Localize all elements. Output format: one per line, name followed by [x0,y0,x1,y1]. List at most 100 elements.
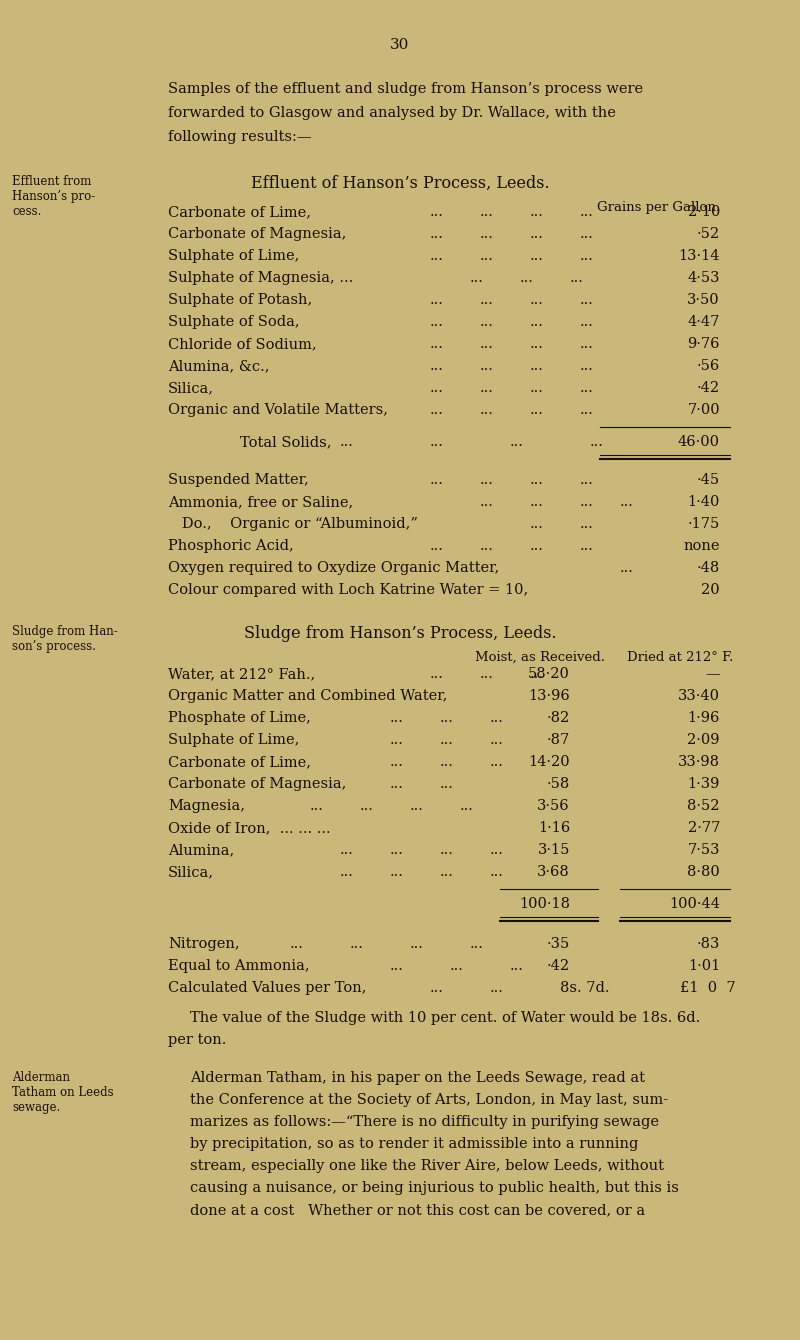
Text: ...: ... [580,381,594,395]
Text: ...: ... [440,777,454,791]
Text: ...: ... [580,403,594,417]
Text: ...: ... [440,866,454,879]
Text: ...: ... [340,436,354,449]
Text: ...: ... [430,403,444,417]
Text: 8·80: 8·80 [687,866,720,879]
Text: ·87: ·87 [546,733,570,746]
Text: ...: ... [460,799,474,813]
Text: ...: ... [470,937,484,951]
Text: ...: ... [530,381,544,395]
Text: ...: ... [490,981,504,996]
Text: ...: ... [430,539,444,553]
Text: ...: ... [480,359,494,373]
Text: ...: ... [430,667,444,681]
Text: £1  0  7: £1 0 7 [680,981,736,996]
Text: 1·01: 1·01 [688,959,720,973]
Text: ...: ... [340,843,354,858]
Text: 7·00: 7·00 [687,403,720,417]
Text: 13·14: 13·14 [678,249,720,263]
Text: ...: ... [430,359,444,373]
Text: 13·96: 13·96 [528,689,570,704]
Text: ...: ... [490,754,504,769]
Text: Sludge from Han-
son’s process.: Sludge from Han- son’s process. [12,624,118,653]
Text: ...: ... [530,315,544,330]
Text: the Conference at the Society of Arts, London, in May last, sum-: the Conference at the Society of Arts, L… [190,1093,668,1107]
Text: Carbonate of Magnesia,: Carbonate of Magnesia, [168,226,346,241]
Text: stream, especially one like the River Aire, below Leeds, without: stream, especially one like the River Ai… [190,1159,664,1172]
Text: ...: ... [510,959,524,973]
Text: ...: ... [530,473,544,486]
Text: 4·47: 4·47 [688,315,720,330]
Text: ...: ... [580,473,594,486]
Text: by precipitation, so as to render it admissible into a running: by precipitation, so as to render it adm… [190,1138,638,1151]
Text: ...: ... [480,336,494,351]
Text: ...: ... [480,205,494,218]
Text: Calculated Values per Ton,: Calculated Values per Ton, [168,981,366,996]
Text: 2·09: 2·09 [687,733,720,746]
Text: Alumina,: Alumina, [168,843,234,858]
Text: ...: ... [480,293,494,307]
Text: 3·15: 3·15 [538,843,570,858]
Text: Sulphate of Lime,: Sulphate of Lime, [168,733,299,746]
Text: ...: ... [490,843,504,858]
Text: ·45: ·45 [697,473,720,486]
Text: ...: ... [480,381,494,395]
Text: Sulphate of Lime,: Sulphate of Lime, [168,249,299,263]
Text: ...: ... [390,712,404,725]
Text: Do.,    Organic or “Albuminoid,”: Do., Organic or “Albuminoid,” [168,517,418,531]
Text: ...: ... [580,539,594,553]
Text: 14·20: 14·20 [528,754,570,769]
Text: Suspended Matter,: Suspended Matter, [168,473,309,486]
Text: 100·18: 100·18 [519,896,570,911]
Text: 1·40: 1·40 [688,494,720,509]
Text: ...: ... [510,436,524,449]
Text: ...: ... [430,436,444,449]
Text: ·83: ·83 [697,937,720,951]
Text: Phosphoric Acid,: Phosphoric Acid, [168,539,294,553]
Text: The value of the Sludge with 10 per cent. of Water would be 18s. 6d.: The value of the Sludge with 10 per cent… [190,1010,700,1025]
Text: ...: ... [430,381,444,395]
Text: ...: ... [520,271,534,285]
Text: Equal to Ammonia,: Equal to Ammonia, [168,959,310,973]
Text: ...: ... [480,667,494,681]
Text: ...: ... [350,937,364,951]
Text: ...: ... [530,403,544,417]
Text: Sulphate of Soda,: Sulphate of Soda, [168,315,300,330]
Text: Samples of the effluent and sludge from Hanson’s process were: Samples of the effluent and sludge from … [168,82,643,96]
Text: 2·77: 2·77 [688,821,720,835]
Text: 8·52: 8·52 [687,799,720,813]
Text: ...: ... [410,799,424,813]
Text: ...: ... [530,539,544,553]
Text: Oxide of Iron,  ... ... ...: Oxide of Iron, ... ... ... [168,821,330,835]
Text: ...: ... [480,473,494,486]
Text: ·48: ·48 [697,561,720,575]
Text: ...: ... [490,733,504,746]
Text: ...: ... [430,226,444,241]
Text: Alderman
Tatham on Leeds
sewage.: Alderman Tatham on Leeds sewage. [12,1071,114,1114]
Text: ...: ... [430,336,444,351]
Text: ...: ... [580,336,594,351]
Text: 9·76: 9·76 [687,336,720,351]
Text: Effluent of Hanson’s Process, Leeds.: Effluent of Hanson’s Process, Leeds. [250,176,550,192]
Text: 33·40: 33·40 [678,689,720,704]
Text: Grains per Gallon.: Grains per Gallon. [597,201,720,214]
Text: ...: ... [530,667,544,681]
Text: ·56: ·56 [697,359,720,373]
Text: 3·50: 3·50 [687,293,720,307]
Text: ...: ... [410,937,424,951]
Text: ...: ... [580,293,594,307]
Text: ...: ... [430,205,444,218]
Text: ·175: ·175 [688,517,720,531]
Text: 1·16: 1·16 [538,821,570,835]
Text: none: none [683,539,720,553]
Text: ...: ... [620,561,634,575]
Text: Nitrogen,: Nitrogen, [168,937,240,951]
Text: ...: ... [390,866,404,879]
Text: ...: ... [440,843,454,858]
Text: forwarded to Glasgow and analysed by Dr. Wallace, with the: forwarded to Glasgow and analysed by Dr.… [168,106,616,121]
Text: 3·56: 3·56 [538,799,570,813]
Text: Chloride of Sodium,: Chloride of Sodium, [168,336,317,351]
Text: Alderman Tatham, in his paper on the Leeds Sewage, read at: Alderman Tatham, in his paper on the Lee… [190,1071,645,1085]
Text: per ton.: per ton. [168,1033,226,1047]
Text: ...: ... [290,937,304,951]
